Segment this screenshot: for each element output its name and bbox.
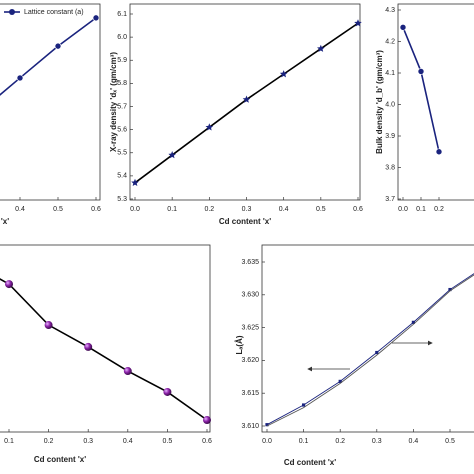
x-tick-label: 0.2 [44,438,54,445]
x-tick-label: 0.5 [53,206,63,213]
y-tick-label: 3.610 [241,423,259,430]
x-tick-label: 0.4 [279,206,289,213]
x-tick-label: 0.4 [123,438,133,445]
y-tick-label: 3.625 [241,324,259,331]
x-tick-label: 0.4 [409,438,419,445]
x-tick-label: 0.5 [445,438,455,445]
y-tick-label: 5.8 [117,80,127,87]
x-axis-label: 'x' [1,217,9,226]
marker [131,178,139,187]
y-tick-label: 3.8 [385,164,395,171]
y-tick-label: 5.7 [117,103,127,110]
x-tick-label: 0.5 [163,438,173,445]
legend-label: Lattice constant (a) [24,9,84,16]
marker [375,350,379,355]
marker [123,367,132,376]
x-tick-label: 0.3 [242,206,252,213]
x-tick-label: 0.1 [416,206,426,213]
y-tick-label: 3.620 [241,357,259,364]
x-tick-label: 0.3 [83,438,93,445]
x-tick-label: 0.3 [372,438,382,445]
series-line [266,274,474,427]
x-axis-label: Cd content 'x' [284,458,336,467]
y-tick-label: 3.615 [241,390,259,397]
legend-marker [9,9,15,15]
x-tick-label: 0.4 [15,206,25,213]
y-tick-label: 3.9 [385,133,395,140]
marker [265,423,269,427]
marker [417,68,425,75]
y-tick-label: 6.0 [117,34,127,41]
y-tick-label: 5.3 [117,196,127,203]
y-tick-label: 3.635 [241,259,259,266]
panel: 0.0 0.1 0.2 0.3 0.4 0.5 3.610 3.615 3.620 3.625 3.… [235,244,474,467]
marker [205,123,214,131]
marker [435,148,443,156]
panel: 0.4 0.5 0.6 'x' Lattice constant (a) [0,3,101,226]
marker [84,342,93,351]
marker [399,24,407,31]
marker [317,44,325,52]
marker [168,151,176,159]
series-line [0,278,208,421]
y-tick-label: 3.7 [385,196,395,203]
y-tick-label: 4.3 [385,7,395,14]
x-tick-label: 0.0 [130,206,140,213]
y-axis-label: X-ray density 'dₓ' (gm/cm³) [109,52,118,152]
y-axis-label: Lₐ(Å) [235,335,244,354]
x-tick-label: 0.1 [167,206,177,213]
series-line [402,27,440,152]
x-tick-label: 0.1 [4,438,14,445]
marker [338,379,342,383]
x-tick-label: 0.5 [316,206,326,213]
y-tick-label: 4.1 [385,70,395,77]
plot-frame [261,244,474,433]
y-tick-label: 3.630 [241,292,259,299]
marker [92,14,100,22]
marker [302,403,306,407]
x-tick-label: 0.6 [91,206,101,213]
x-tick-label: 0.1 [299,438,309,445]
x-tick-label: 0.2 [434,206,444,213]
marker [354,19,362,27]
plot-frame [397,3,474,201]
panel: 0.0 0.1 0.2 3.7 3.8 3.9 4.0 4.1 4.2 4.3 Bulk densi… [375,3,474,213]
y-tick-label: 5.6 [117,126,127,133]
x-tick-label: 0.6 [202,438,212,445]
panel: 0.1 0.2 0.3 0.4 0.5 0.6 Cd content 'x' [0,244,212,464]
panel: 0.0 0.1 0.2 0.3 0.4 0.5 0.6 5.3 5.4 5.5 5.6 5.7 5.8 5… [109,3,363,226]
x-tick-label: 0.6 [353,206,363,213]
plot-frame [0,3,101,201]
marker [5,280,13,289]
marker [16,74,24,82]
x-tick-label: 0.0 [262,438,272,445]
y-tick-label: 5.5 [117,150,127,157]
y-tick-label: 4.2 [385,38,395,45]
x-axis-label: Cd content 'x' [34,455,86,464]
plot-frame [0,244,211,433]
y-tick-label: 5.9 [117,57,127,64]
y-tick-label: 5.4 [117,173,127,180]
x-axis-label: Cd content 'x' [219,217,271,226]
x-tick-label: 0.2 [335,438,345,445]
series-line [134,22,359,184]
series-line [266,273,474,426]
marker [203,416,211,425]
y-axis-label: Bulk density 'd_b' (gm/cm³) [375,50,384,154]
marker [279,70,288,78]
marker [44,321,53,330]
marker [242,95,251,103]
marker [448,287,452,292]
y-tick-label: 6.1 [117,11,127,18]
marker [163,387,172,396]
x-tick-label: 0.2 [204,206,214,213]
plot-frame [129,3,361,201]
marker [411,320,415,324]
y-tick-label: 4.0 [385,101,395,108]
marker [54,42,62,50]
series-line [0,17,97,96]
x-tick-label: 0.0 [398,206,408,213]
